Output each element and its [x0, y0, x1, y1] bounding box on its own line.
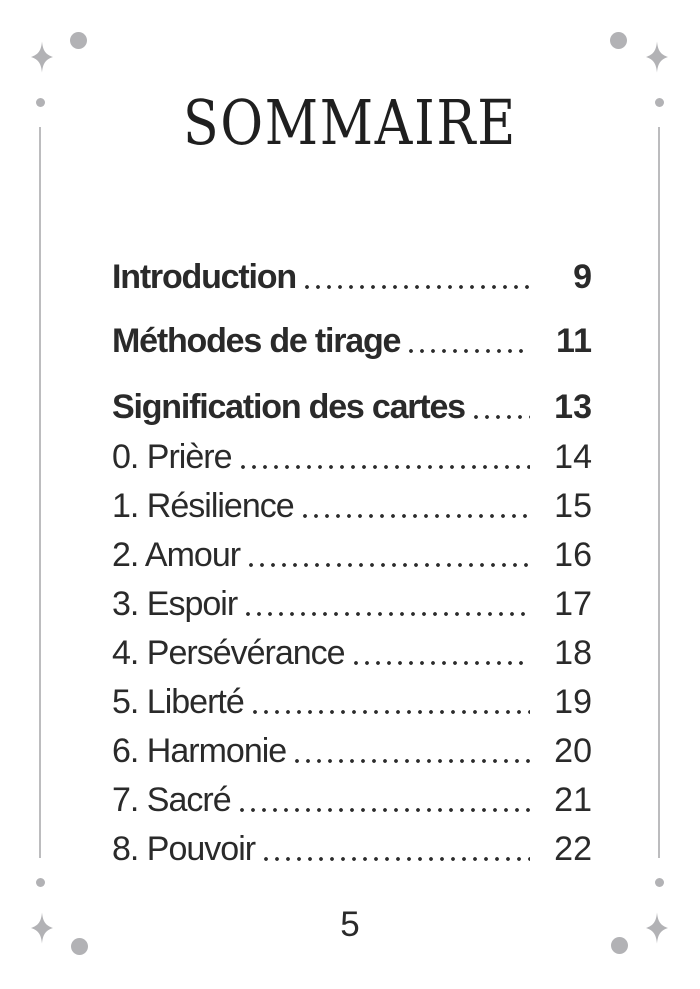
- dot-leader: [301, 513, 530, 519]
- toc-entry-label: 8. Pouvoir: [112, 830, 256, 868]
- toc-entry-page-number: 19: [554, 683, 592, 721]
- table-of-contents: Introduction 9 Méthodes de tirage 11 Sig…: [112, 258, 592, 868]
- toc-row: Signification des cartes 13: [112, 388, 592, 426]
- toc-entry-label: 5. Liberté: [112, 683, 245, 721]
- toc-entry-page-number: 15: [554, 487, 592, 525]
- toc-entry-page-number: 9: [573, 258, 592, 296]
- toc-row: 8. Pouvoir 22: [112, 830, 592, 868]
- toc-entry-label: Introduction: [112, 258, 297, 296]
- toc-entry-page-number: 11: [556, 322, 592, 360]
- toc-entry-page-number: 16: [554, 536, 592, 574]
- toc-entry-label: 0. Prière: [112, 438, 232, 476]
- small-dot-top-left: [36, 98, 45, 107]
- toc-entry-label: 6. Harmonie: [112, 732, 287, 770]
- toc-row: 5. Liberté 19: [112, 683, 592, 721]
- toc-row: 0. Prière 14: [112, 438, 592, 476]
- small-dot-bottom-left: [36, 878, 45, 887]
- large-dot-top-left: [70, 32, 87, 49]
- toc-entry-label: 2. Amour: [112, 536, 241, 574]
- toc-entry-page-number: 22: [554, 830, 592, 868]
- toc-entry-label: 1. Résilience: [112, 487, 295, 525]
- toc-entry-page-number: 17: [554, 585, 592, 623]
- dot-leader: [248, 562, 530, 568]
- dot-leader: [251, 709, 530, 715]
- folio-page-number: 5: [340, 905, 360, 944]
- toc-row: 7. Sacré 21: [112, 781, 592, 819]
- toc-row: 3. Espoir 17: [112, 585, 592, 623]
- toc-entry-label: Signification des cartes: [112, 388, 466, 426]
- dot-leader: [294, 758, 530, 764]
- toc-entry-label: 4. Persévérance: [112, 634, 346, 672]
- sparkle-icon-bottom-left: [31, 911, 53, 945]
- page-title: SOMMAIRE: [183, 86, 517, 159]
- dot-leader: [472, 414, 530, 420]
- dot-leader: [245, 611, 530, 617]
- toc-row: Introduction 9: [112, 258, 592, 296]
- toc-entry-label: Méthodes de tirage: [112, 322, 401, 360]
- toc-row: 6. Harmonie 20: [112, 732, 592, 770]
- toc-entry-page-number: 14: [554, 438, 592, 476]
- large-dot-bottom-left: [71, 938, 88, 955]
- vertical-rule-left: [39, 127, 41, 858]
- sparkle-icon-top-left: [31, 41, 53, 73]
- toc-entry-page-number: 21: [554, 781, 592, 819]
- large-dot-bottom-right: [611, 937, 628, 954]
- toc-row: Méthodes de tirage 11: [112, 322, 592, 360]
- toc-entry-page-number: 13: [554, 388, 592, 426]
- small-dot-bottom-right: [655, 878, 664, 887]
- dot-leader: [303, 284, 530, 290]
- dot-leader: [238, 807, 530, 813]
- small-dot-top-right: [655, 98, 664, 107]
- vertical-rule-right: [658, 127, 660, 858]
- toc-entry-label: 7. Sacré: [112, 781, 232, 819]
- toc-row: 2. Amour 16: [112, 536, 592, 574]
- dot-leader: [263, 856, 530, 862]
- toc-row: 4. Persévérance 18: [112, 634, 592, 672]
- toc-entry-label: 3. Espoir: [112, 585, 238, 623]
- dot-leader: [408, 348, 530, 354]
- sparkle-icon-bottom-right: [646, 911, 668, 945]
- dot-leader: [352, 660, 530, 666]
- dot-leader: [239, 464, 530, 470]
- large-dot-top-right: [610, 32, 627, 49]
- toc-entry-page-number: 18: [554, 634, 592, 672]
- toc-entry-page-number: 20: [554, 732, 592, 770]
- sparkle-icon-top-right: [646, 41, 668, 73]
- toc-row: 1. Résilience 15: [112, 487, 592, 525]
